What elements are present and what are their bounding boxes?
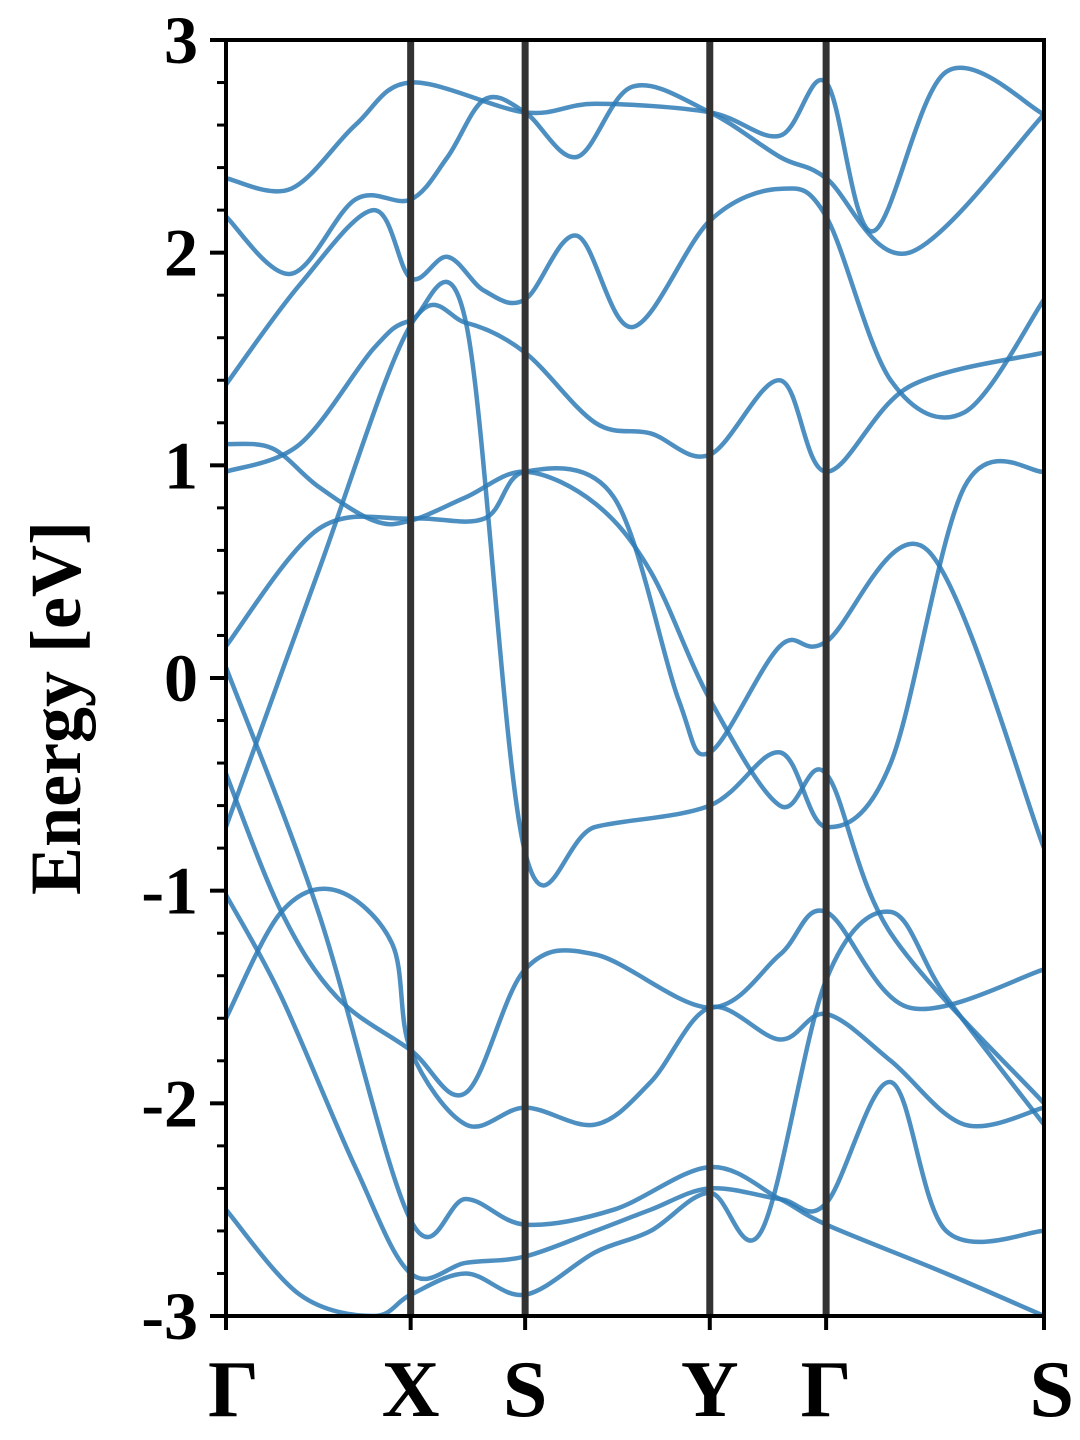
x-tick-label-6: S xyxy=(1030,1346,1075,1434)
y-tick-label: 3 xyxy=(164,2,198,78)
band-line-6 xyxy=(226,441,1044,1105)
band-line-4 xyxy=(226,279,1044,888)
plot-frame xyxy=(224,38,1046,1318)
y-tick-label: 0 xyxy=(164,640,198,716)
y-tick-label: -3 xyxy=(141,1278,198,1354)
band-line-12 xyxy=(226,909,1044,1316)
y-tick-label: -1 xyxy=(141,853,198,929)
y-tick-label: 1 xyxy=(164,427,198,503)
x-tick-label-1: Γ xyxy=(208,1346,259,1434)
band-line-11 xyxy=(226,893,1044,1282)
high-symmetry-dividers xyxy=(407,40,830,1316)
x-tick-label-3: S xyxy=(503,1346,548,1434)
band-line-10 xyxy=(226,886,1044,1129)
y-axis-ticks: 3 2 1 0 -1 -2 -3 xyxy=(141,2,226,1354)
x-tick-label-4: Y xyxy=(681,1346,739,1434)
band-line-8 xyxy=(226,83,1044,277)
band-line-3 xyxy=(226,466,1044,849)
y-tick-label: -2 xyxy=(141,1065,198,1141)
band-line-7 xyxy=(226,186,1044,420)
y-tick-label: 2 xyxy=(164,215,198,291)
y-axis-label: Energy [eV] xyxy=(16,521,96,895)
band-line-5 xyxy=(226,302,1044,828)
band-line-1 xyxy=(226,666,1044,1316)
band-lines xyxy=(226,65,1044,1316)
x-tick-label-5: Γ xyxy=(801,1346,852,1434)
x-tick-label-2: X xyxy=(382,1346,440,1434)
